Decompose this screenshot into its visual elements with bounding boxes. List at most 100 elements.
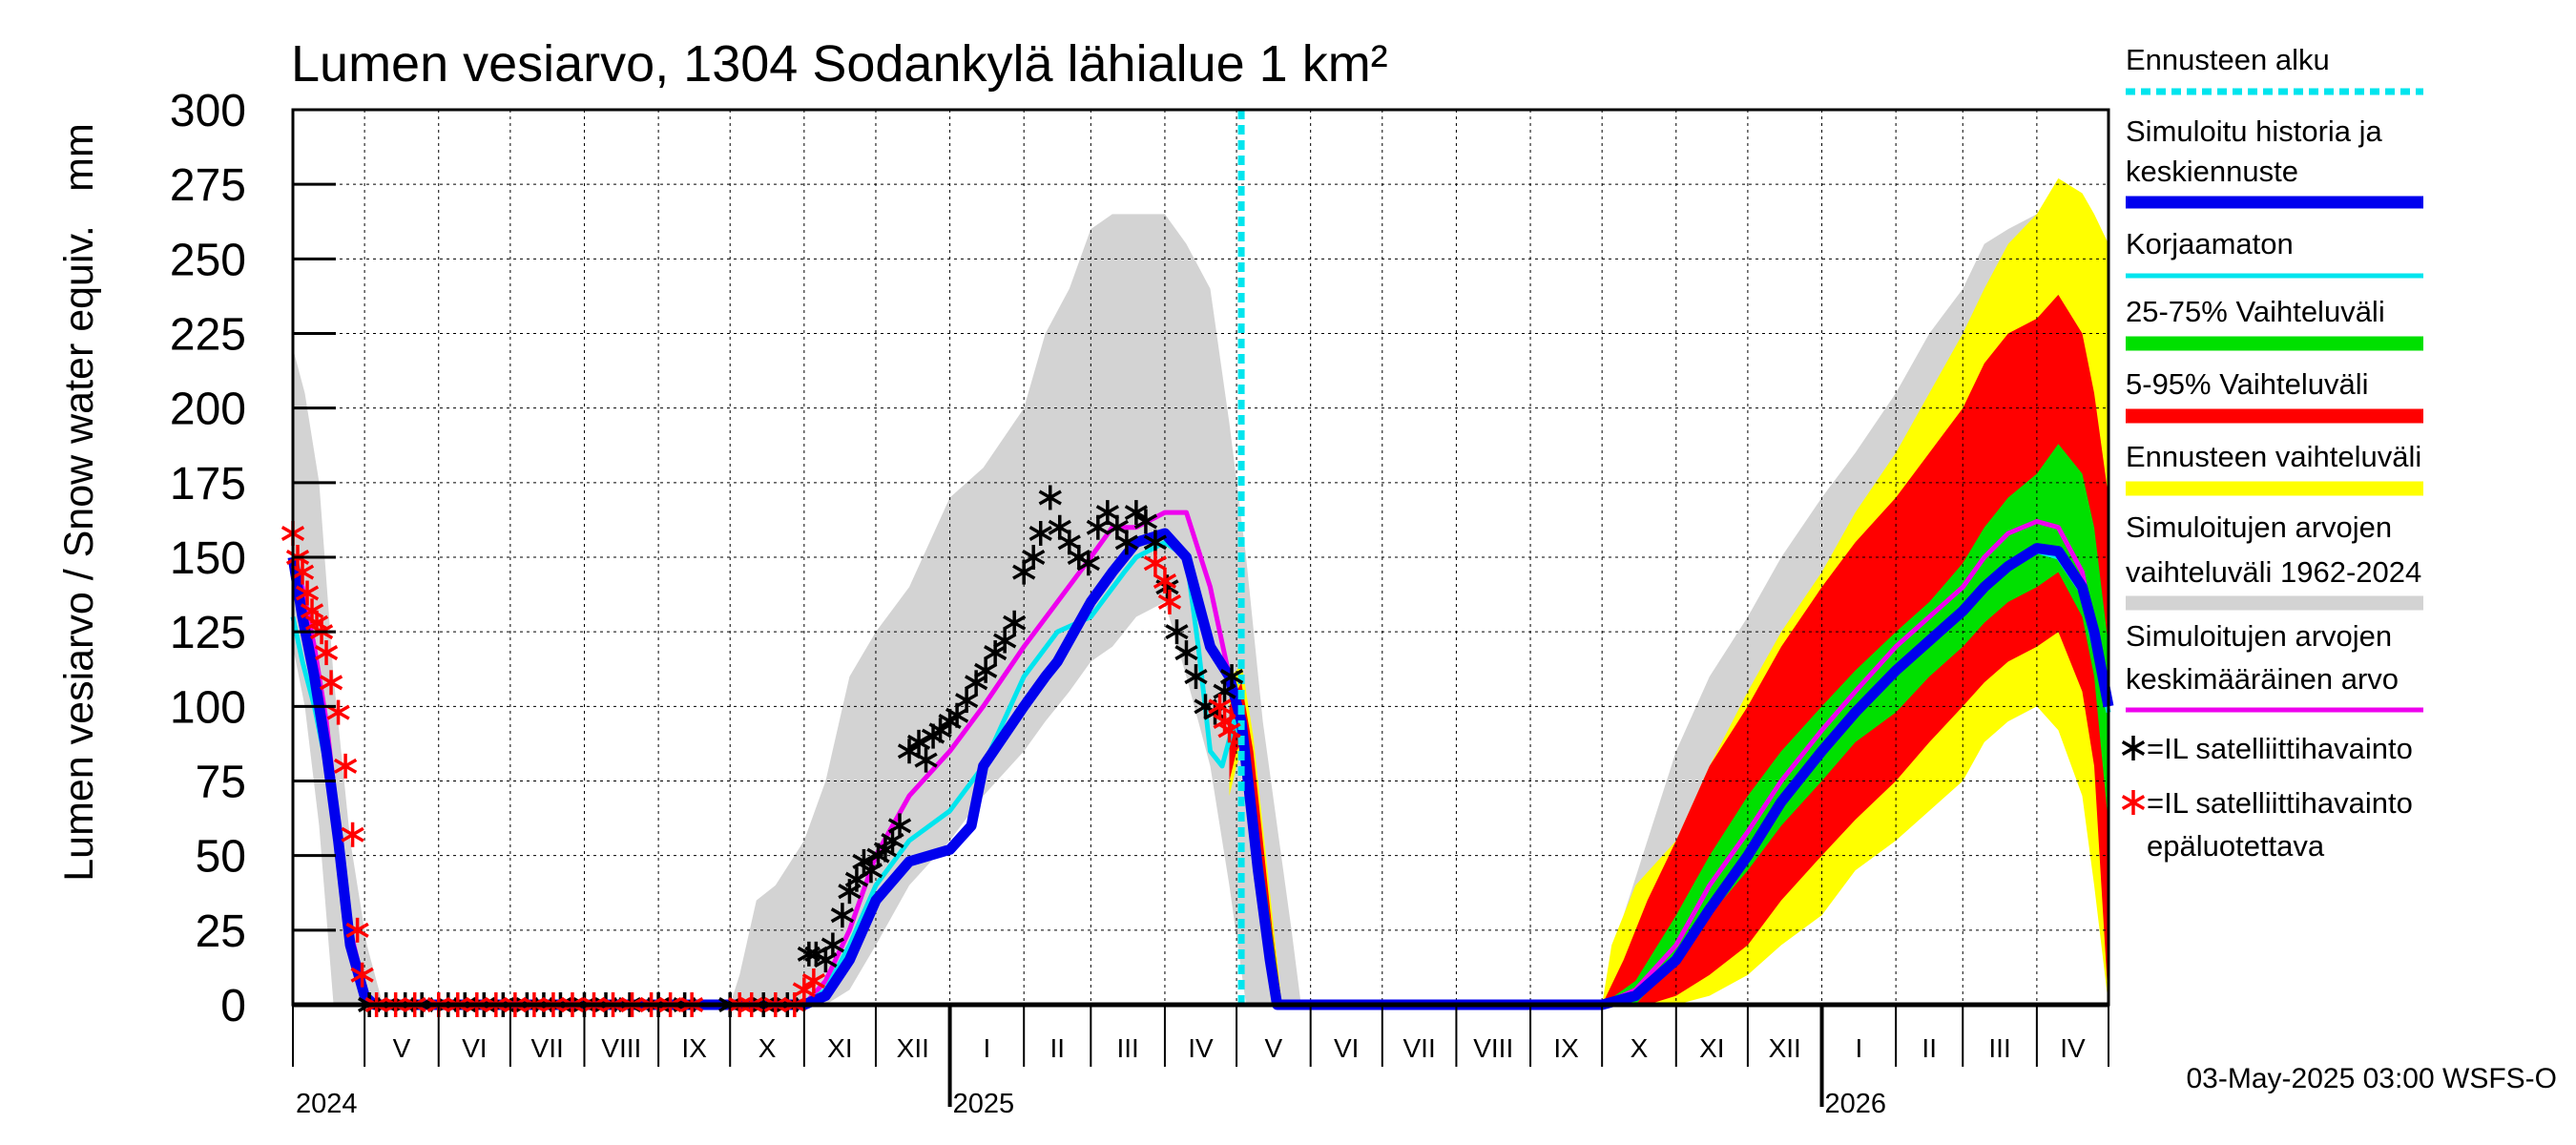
legend-label-line: Korjaamaton <box>2126 227 2294 260</box>
x-month-label: VI <box>462 1033 487 1063</box>
y-tick-label: 75 <box>196 758 246 808</box>
legend-marker <box>2121 736 2146 760</box>
marker-stroke <box>964 675 988 691</box>
marker-stroke <box>350 967 374 983</box>
satellite-marker <box>1153 569 1177 594</box>
satellite-marker <box>1124 500 1149 526</box>
legend-item-0: Ennusteen alku <box>2126 43 2423 95</box>
satellite-marker <box>928 718 952 743</box>
marker-stroke <box>945 707 969 723</box>
marker-stroke <box>1086 519 1110 535</box>
marker-stroke <box>1143 555 1168 572</box>
legend-label-line: =IL satelliittihavainto <box>2147 732 2413 765</box>
y-tick-label: 125 <box>170 608 246 658</box>
x-month-label: VIII <box>601 1033 641 1063</box>
marker-stroke <box>2121 794 2146 811</box>
y-axis-unit: mm <box>56 123 102 192</box>
satellite-marker <box>1217 718 1241 743</box>
legend-label: Ennusteen vaihteluväli <box>2126 440 2421 473</box>
legend-item-6: Simuloitujen arvojen vaihteluväli 1962-20… <box>2126 510 2423 611</box>
marker-stroke <box>897 743 922 760</box>
legend-item-2: Korjaamaton <box>2126 227 2423 279</box>
band-3 <box>1241 444 2109 1005</box>
x-month-label: V <box>1265 1033 1283 1063</box>
marker-stroke <box>345 922 369 938</box>
marker-stroke <box>984 645 1008 661</box>
marker-stroke <box>1038 489 1062 506</box>
x-month-label: XI <box>1699 1033 1724 1063</box>
x-year-label: 2024 <box>296 1089 358 1119</box>
legend-label-line: Ennusteen alku <box>2126 43 2330 76</box>
satellite-marker <box>326 699 350 725</box>
satellite-marker <box>333 753 358 779</box>
x-month-label: II <box>1922 1033 1937 1063</box>
satellite-markers <box>280 485 1244 1017</box>
legend-label: =IL satelliittihavainto epäluotettava <box>2147 786 2413 863</box>
satellite-marker <box>887 813 912 839</box>
legend-item-4: 5-95% Vaihteluväli <box>2126 367 2423 424</box>
marker-stroke <box>314 645 339 661</box>
satellite-marker <box>801 968 825 993</box>
y-axis-label: Lumen vesiarvo / Snow water equiv. <box>56 225 102 882</box>
x-month-label: III <box>1988 1033 2010 1063</box>
x-year-label: 2026 <box>1825 1089 1887 1119</box>
marker-stroke <box>1124 505 1149 521</box>
marker-stroke <box>1143 534 1168 551</box>
marker-stroke <box>300 603 324 619</box>
satellite-marker <box>821 932 845 958</box>
x-month-label: IV <box>2060 1033 2086 1063</box>
marker-stroke <box>319 675 343 691</box>
satellite-marker <box>319 670 343 696</box>
marker-stroke <box>1217 722 1241 739</box>
legend-item-1: Simuloitu historia ja keskiennuste <box>2126 114 2423 209</box>
marker-stroke <box>1076 555 1100 572</box>
marker-stroke <box>1057 534 1081 551</box>
legend-label-line: Simuloitujen arvojen <box>2126 510 2392 544</box>
marker-stroke <box>1003 614 1027 631</box>
marker-stroke <box>1153 572 1177 590</box>
legend-item-8: =IL satelliittihavainto <box>2121 732 2413 765</box>
marker-stroke <box>1184 669 1208 685</box>
y-tick-label: 25 <box>196 906 246 957</box>
marker-stroke <box>341 826 364 843</box>
legend-label-line: epäluotettava <box>2147 829 2325 863</box>
y-tick-label: 150 <box>170 533 246 584</box>
legend-label-line: 25-75% Vaihteluväli <box>2126 295 2385 328</box>
legend-label-line: 5-95% Vaihteluväli <box>2126 367 2368 401</box>
y-tick-label: 100 <box>170 682 246 733</box>
marker-stroke <box>1095 505 1119 521</box>
marker-stroke <box>1174 645 1198 661</box>
marker-stroke <box>304 614 329 631</box>
y-tick-label: 50 <box>196 832 246 883</box>
satellite-marker <box>314 640 339 666</box>
satellite-marker <box>350 962 374 988</box>
marker-stroke <box>928 722 952 739</box>
legend-item-3: 25-75% Vaihteluväli <box>2126 295 2423 351</box>
marker-stroke <box>954 693 979 709</box>
marker-stroke <box>1114 534 1139 551</box>
x-month-label: X <box>1631 1033 1649 1063</box>
marker-stroke <box>1213 713 1236 729</box>
x-month-label: IX <box>1553 1033 1579 1063</box>
satellite-marker <box>1028 520 1052 546</box>
x-month-label: I <box>984 1033 991 1063</box>
marker-stroke <box>1105 519 1129 535</box>
marker-stroke <box>295 585 320 601</box>
band-1 <box>1229 177 2109 1005</box>
chart-title: Lumen vesiarvo, 1304 Sodankylä lähialue … <box>291 35 1388 93</box>
marker-stroke <box>1208 698 1232 715</box>
y-tick-label: 0 <box>220 981 246 1031</box>
marker-stroke <box>830 907 855 924</box>
x-month-label: X <box>758 1033 777 1063</box>
legend-label-line: Ennusteen vaihteluväli <box>2126 440 2421 473</box>
x-month-label: VIII <box>1473 1033 1513 1063</box>
marker-stroke <box>974 662 998 678</box>
satellite-marker <box>1143 530 1168 555</box>
satellite-marker <box>1184 664 1208 690</box>
x-month-label: V <box>393 1033 411 1063</box>
marker-stroke <box>1022 549 1046 566</box>
x-month-label: IX <box>681 1033 707 1063</box>
marker-stroke <box>887 818 912 834</box>
legend-item-7: Simuloitujen arvojen keskimääräinen arvo <box>2126 619 2423 713</box>
